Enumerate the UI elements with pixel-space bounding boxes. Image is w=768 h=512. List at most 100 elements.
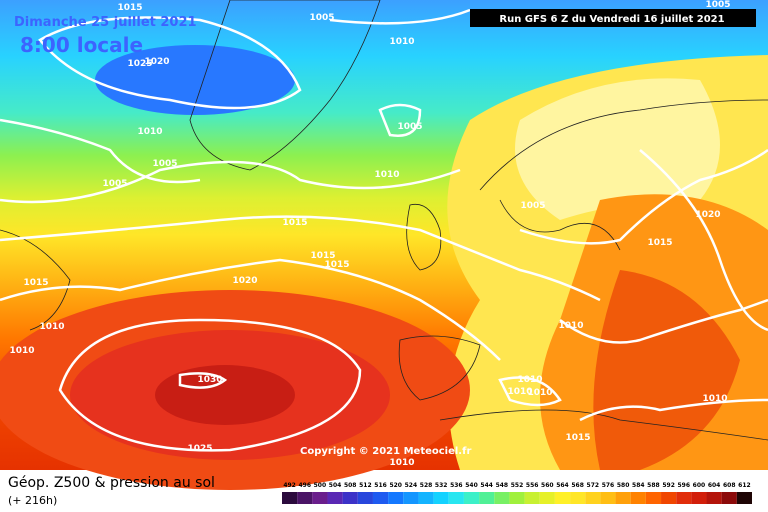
legend-swatch xyxy=(630,492,646,504)
legend-value: 584 xyxy=(632,482,645,489)
isobar-label: 1010 xyxy=(517,375,542,385)
isobar-label: 1010 xyxy=(389,37,414,47)
run-info: Run GFS 6 Z du Vendredi 16 juillet 2021 xyxy=(499,14,724,25)
legend-value: 588 xyxy=(647,482,660,489)
isobar-label: 1010 xyxy=(374,170,399,180)
legend-swatch xyxy=(570,492,586,504)
legend-value: 596 xyxy=(678,482,691,489)
legend-value: 504 xyxy=(329,482,342,489)
isobar-label: 1010 xyxy=(507,387,532,397)
legend-value: 564 xyxy=(556,482,569,489)
legend-value: 548 xyxy=(496,482,509,489)
legend-swatch xyxy=(661,492,677,504)
legend-value: 536 xyxy=(450,482,463,489)
isobar-label: 1005 xyxy=(309,13,334,23)
legend-value: 576 xyxy=(602,482,615,489)
legend-swatch xyxy=(282,492,298,504)
legend-value: 608 xyxy=(723,482,736,489)
isobar-label: 1015 xyxy=(324,260,349,270)
isobar-label: 1010 xyxy=(527,388,552,398)
legend-value: 572 xyxy=(587,482,600,489)
legend-value: 512 xyxy=(359,482,372,489)
legend-value: 520 xyxy=(389,482,402,489)
isobar-label: 1010 xyxy=(702,394,727,404)
isobar-label: 1020 xyxy=(144,57,169,67)
isobar-label: 1010 xyxy=(9,346,34,356)
legend-swatch xyxy=(524,492,540,504)
legend-swatch xyxy=(736,492,752,504)
legend-value: 560 xyxy=(541,482,554,489)
legend-value: 532 xyxy=(435,482,448,489)
forecast-date: Dimanche 25 juillet 2021 xyxy=(14,15,197,30)
isobar-label: 1010 xyxy=(558,321,583,331)
copyright: Copyright © 2021 Meteociel.fr xyxy=(300,446,471,457)
legend-swatch xyxy=(388,492,404,504)
legend-value: 496 xyxy=(298,482,311,489)
legend-swatch xyxy=(539,492,555,504)
isobar-labels: 1015100510101025102010051010100510051010… xyxy=(9,0,730,468)
legend-swatch xyxy=(676,492,692,504)
isobars xyxy=(0,8,768,452)
legend-swatch xyxy=(721,492,737,504)
legend-swatch xyxy=(509,492,525,504)
legend-swatch xyxy=(297,492,313,504)
isobar-label: 1010 xyxy=(389,458,414,468)
legend-value: 600 xyxy=(693,482,706,489)
isobar-label: 1020 xyxy=(695,210,720,220)
legend-value: 528 xyxy=(420,482,433,489)
legend-value: 580 xyxy=(617,482,630,489)
legend-swatch xyxy=(645,492,662,504)
isobar-label: 1005 xyxy=(152,159,177,169)
isobar-label: 1015 xyxy=(647,238,672,248)
legend-swatch xyxy=(418,492,434,504)
isobar-label: 1025 xyxy=(187,444,212,454)
legend-value: 524 xyxy=(405,482,418,489)
legend-swatch xyxy=(403,492,419,504)
legend-swatch xyxy=(312,492,328,504)
isobar-label: 1015 xyxy=(117,3,142,13)
legend-swatch xyxy=(357,492,373,504)
run-box xyxy=(470,9,756,27)
isobar-label: 1010 xyxy=(137,127,162,137)
isobar-label: 1015 xyxy=(565,433,590,443)
legend-value: 500 xyxy=(314,482,327,489)
legend-swatch xyxy=(448,492,464,504)
legend-value: 612 xyxy=(738,482,751,489)
legend-swatch xyxy=(433,492,449,504)
high-center xyxy=(155,365,295,425)
isobar-label: 1010 xyxy=(39,322,64,332)
legend-value: 492 xyxy=(283,482,296,489)
legend-swatch xyxy=(615,492,631,504)
legend-swatch xyxy=(706,492,722,504)
isobar-label: 1030 xyxy=(197,375,222,385)
map: 1015100510101025102010051010100510051010… xyxy=(0,0,768,490)
legend-swatch xyxy=(494,492,510,504)
legend-swatch xyxy=(691,492,707,504)
legend-swatch xyxy=(342,492,358,504)
isobar-label: 1005 xyxy=(397,122,422,132)
legend-swatch xyxy=(554,492,571,504)
legend-value: 540 xyxy=(465,482,478,489)
isobar-label: 1005 xyxy=(705,0,730,10)
legend-value: 592 xyxy=(662,482,675,489)
legend-swatch xyxy=(600,492,616,504)
footer-lead: (+ 216h) xyxy=(8,494,57,507)
legend-swatch xyxy=(327,492,343,504)
legend-value: 568 xyxy=(571,482,584,489)
coastlines xyxy=(0,0,768,441)
isobar-label: 1025 xyxy=(127,59,152,69)
footer-title: Géop. Z500 & pression au sol xyxy=(8,475,215,491)
isobar-label: 1015 xyxy=(282,218,307,228)
isobar-label: 1005 xyxy=(102,179,127,189)
legend-swatch xyxy=(463,492,480,504)
legend-swatch xyxy=(479,492,495,504)
legend-value: 516 xyxy=(374,482,387,489)
legend-swatch xyxy=(585,492,601,504)
legend-value: 508 xyxy=(344,482,357,489)
isobar-label: 1005 xyxy=(520,201,545,211)
isobar-label: 1015 xyxy=(23,278,48,288)
forecast-time: 8:00 locale xyxy=(20,33,143,57)
legend-swatch xyxy=(372,492,389,504)
warm-ridge xyxy=(515,78,720,220)
